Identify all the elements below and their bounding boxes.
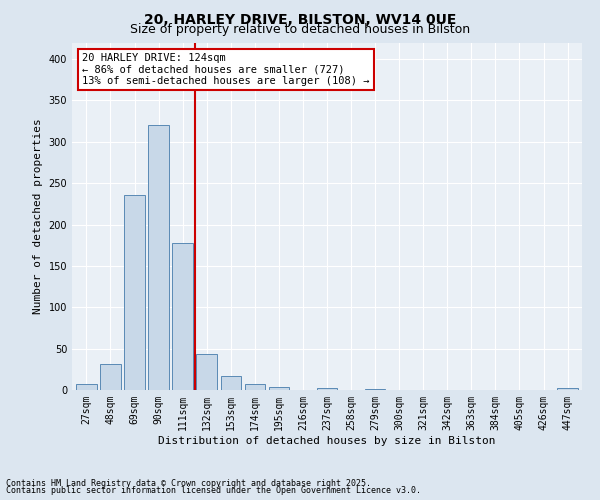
Text: 20 HARLEY DRIVE: 124sqm
← 86% of detached houses are smaller (727)
13% of semi-d: 20 HARLEY DRIVE: 124sqm ← 86% of detache…: [82, 53, 370, 86]
Bar: [124, 194, 145, 390]
Y-axis label: Number of detached properties: Number of detached properties: [33, 118, 43, 314]
Bar: [245, 384, 265, 390]
Bar: [100, 364, 121, 390]
Bar: [148, 125, 169, 390]
Bar: [196, 354, 217, 390]
Text: Size of property relative to detached houses in Bilston: Size of property relative to detached ho…: [130, 22, 470, 36]
X-axis label: Distribution of detached houses by size in Bilston: Distribution of detached houses by size …: [158, 436, 496, 446]
Bar: [172, 242, 193, 390]
Bar: [557, 388, 578, 390]
Bar: [317, 388, 337, 390]
Bar: [221, 376, 241, 390]
Bar: [365, 389, 385, 390]
Bar: [76, 384, 97, 390]
Text: Contains public sector information licensed under the Open Government Licence v3: Contains public sector information licen…: [6, 486, 421, 495]
Text: Contains HM Land Registry data © Crown copyright and database right 2025.: Contains HM Land Registry data © Crown c…: [6, 478, 371, 488]
Text: 20, HARLEY DRIVE, BILSTON, WV14 0UE: 20, HARLEY DRIVE, BILSTON, WV14 0UE: [144, 12, 456, 26]
Bar: [269, 386, 289, 390]
